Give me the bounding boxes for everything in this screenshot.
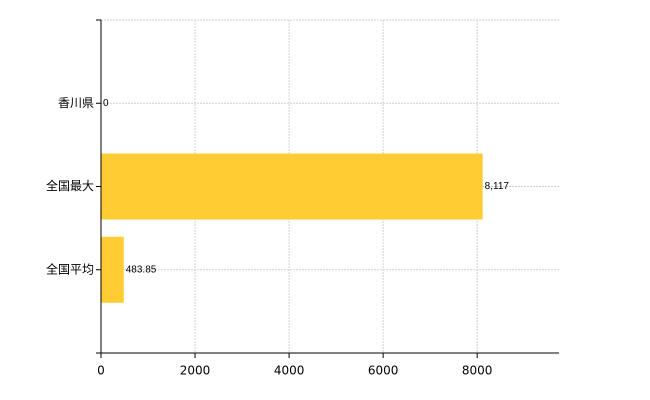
x-tick-label: 6000: [368, 364, 399, 378]
y-tick-label: 香川県: [58, 96, 94, 110]
y-tick-label: 全国平均: [46, 261, 94, 276]
x-tick-label: 2000: [180, 364, 211, 378]
value-label: 0: [103, 98, 109, 109]
bar: [101, 153, 483, 220]
value-label: 8,117: [485, 181, 510, 192]
x-tick-label: 8000: [462, 364, 493, 378]
x-tick-label: 4000: [274, 364, 305, 378]
value-label: 483.85: [126, 264, 157, 275]
y-tick-label: 全国最大: [46, 178, 94, 193]
x-tick-label: 0: [97, 364, 105, 378]
bar: [101, 236, 124, 303]
